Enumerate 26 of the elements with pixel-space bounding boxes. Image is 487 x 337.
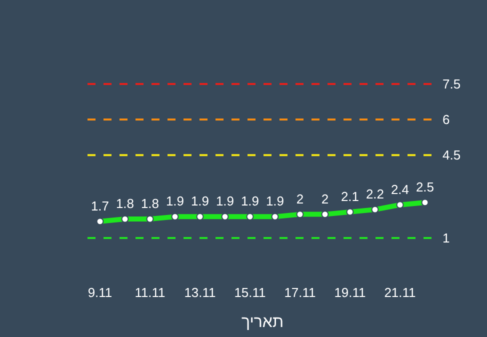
data-label: 2.4	[390, 182, 410, 197]
x-axis-title: תאריך	[241, 314, 284, 331]
x-tick-label: 11.11	[134, 285, 166, 300]
ref-line-label: 4.5	[442, 148, 461, 163]
data-label: 2	[296, 191, 304, 206]
data-label: 1.9	[240, 194, 260, 209]
data-label: 1.9	[166, 194, 184, 209]
data-label: 2.1	[340, 188, 360, 204]
data-label: 1.9	[216, 194, 234, 209]
x-tick-label: 9.11	[88, 285, 112, 300]
data-label: 1.8	[140, 196, 160, 212]
data-label: 1.9	[266, 194, 284, 209]
ref-line-label: 1	[442, 230, 450, 246]
ref-line-label: 6	[442, 112, 450, 128]
x-tick-label: 19.11	[334, 285, 366, 300]
x-tick-label: 15.11	[234, 285, 266, 300]
x-tick-label: 21.11	[384, 285, 416, 300]
data-label: 2.2	[366, 186, 384, 202]
data-label: 1.8	[116, 196, 134, 212]
x-tick-label: 17.11	[284, 285, 316, 300]
data-label: 1.7	[90, 198, 110, 214]
data-label: 2.5	[416, 179, 434, 194]
ref-line-label: 7.5	[442, 76, 461, 92]
x-tick-label: 13.11	[184, 285, 216, 300]
data-label: 1.9	[190, 194, 210, 209]
data-label: 2	[321, 191, 329, 206]
